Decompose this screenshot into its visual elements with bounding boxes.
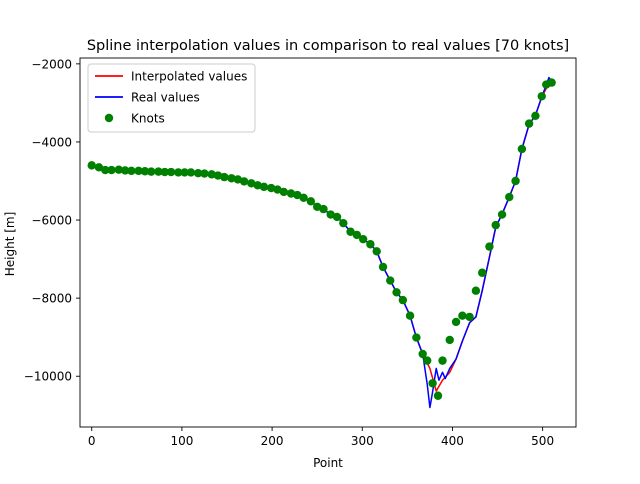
knot-point xyxy=(247,179,256,188)
legend-label: Real values xyxy=(131,91,200,105)
knot-point xyxy=(418,349,427,359)
knot-point xyxy=(299,193,308,202)
knot-point xyxy=(227,174,236,183)
legend: Interpolated values Real values Knots xyxy=(87,63,256,133)
legend-label: Interpolated values xyxy=(131,70,247,84)
legend-box xyxy=(87,63,256,133)
knot-point xyxy=(193,168,203,178)
knot-point xyxy=(326,210,335,219)
x-tick-label: 300 xyxy=(351,434,374,448)
knot-point xyxy=(511,176,520,186)
legend-swatch xyxy=(104,113,114,123)
knot-point xyxy=(352,230,362,240)
knot-point xyxy=(186,168,196,177)
knot-point xyxy=(140,167,150,176)
x-axis-label: Point xyxy=(313,456,343,470)
knot-point xyxy=(239,177,249,186)
knot-point xyxy=(220,172,229,182)
knot-point xyxy=(423,356,432,365)
knot-point xyxy=(94,163,104,172)
y-tick-label: −10000 xyxy=(24,370,72,384)
knot-point xyxy=(537,92,546,101)
knot-point xyxy=(114,165,123,174)
knot-point xyxy=(166,167,176,177)
knot-point xyxy=(366,240,375,249)
knot-point xyxy=(174,168,183,177)
y-axis-ticks: −10000 −8000 −6000 −4000 −2000 xyxy=(24,57,80,384)
knot-point xyxy=(286,189,296,198)
x-tick-label: 100 xyxy=(170,434,193,448)
knot-point xyxy=(180,168,189,177)
knot-point xyxy=(378,262,388,272)
y-tick-label: −4000 xyxy=(31,135,72,149)
knot-point xyxy=(293,190,302,200)
knot-point xyxy=(306,197,316,206)
knot-point xyxy=(445,335,454,345)
knot-point xyxy=(200,169,209,178)
knot-point xyxy=(412,333,421,342)
knot-point xyxy=(339,218,348,228)
knot-point xyxy=(478,268,487,277)
knot-point xyxy=(405,311,415,320)
knot-point xyxy=(358,234,368,244)
plot-area xyxy=(87,76,556,409)
knot-point xyxy=(517,144,527,154)
knot-point xyxy=(398,295,408,305)
y-tick-label: −8000 xyxy=(31,292,72,306)
knot-point xyxy=(524,119,534,128)
axes-border xyxy=(79,57,577,428)
knot-point xyxy=(107,165,116,175)
knot-point xyxy=(87,161,96,170)
knot-point xyxy=(465,312,474,322)
knot-point xyxy=(312,202,322,211)
knot-point xyxy=(332,212,342,222)
knot-point xyxy=(120,166,130,175)
knot-point xyxy=(386,276,395,285)
knot-point xyxy=(451,317,461,327)
knot-point xyxy=(266,183,276,193)
knot-point xyxy=(279,187,289,197)
knot-point xyxy=(346,227,355,236)
knot-point xyxy=(372,247,381,256)
chart-title: Spline interpolation values in compariso… xyxy=(87,38,569,54)
knot-point xyxy=(147,167,156,176)
knot-point xyxy=(485,242,494,251)
knot-point xyxy=(547,78,556,87)
knot-point xyxy=(319,204,328,214)
knot-point xyxy=(428,379,437,388)
knot-point xyxy=(127,166,136,176)
knot-point xyxy=(491,220,500,230)
x-tick-label: 400 xyxy=(441,434,464,448)
knot-point xyxy=(531,111,540,120)
axes-frame xyxy=(79,57,577,428)
y-tick-label: −2000 xyxy=(31,57,72,71)
knot-point xyxy=(154,167,163,176)
knot-point xyxy=(505,192,514,202)
x-tick-label: 200 xyxy=(261,434,284,448)
y-axis-label: Height [m] xyxy=(3,212,17,277)
knot-point xyxy=(458,311,467,320)
knot-point xyxy=(497,210,507,219)
knot-point xyxy=(101,165,110,175)
knot-point xyxy=(213,171,223,180)
knot-point xyxy=(160,167,169,177)
knot-point xyxy=(259,182,269,192)
knot-point xyxy=(134,166,143,176)
x-tick-label: 0 xyxy=(88,434,96,448)
knot-point xyxy=(392,288,401,297)
knot-point xyxy=(438,356,447,365)
y-tick-label: −6000 xyxy=(31,214,72,228)
x-axis-ticks: 0 100 200 300 400 500 xyxy=(88,427,554,448)
knot-point xyxy=(253,181,262,190)
knot-point xyxy=(233,175,243,184)
knot-point xyxy=(471,286,481,295)
knot-point xyxy=(207,170,216,179)
knot-point xyxy=(273,185,282,194)
knot-point xyxy=(433,391,443,400)
legend-label: Knots xyxy=(131,112,165,126)
x-tick-label: 500 xyxy=(531,434,554,448)
